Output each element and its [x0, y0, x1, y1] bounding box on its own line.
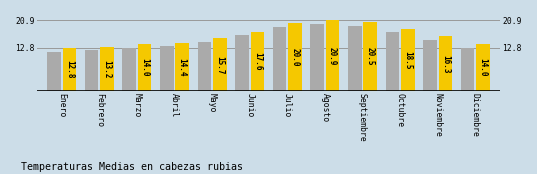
Bar [476, 44, 490, 92]
Text: 17.6: 17.6 [253, 52, 262, 71]
Bar [122, 48, 136, 92]
Bar [85, 50, 98, 92]
Bar [198, 42, 211, 92]
Text: 14.0: 14.0 [140, 58, 149, 77]
Text: 16.3: 16.3 [441, 54, 450, 73]
Text: 12.8: 12.8 [65, 60, 74, 79]
Bar [63, 48, 76, 92]
Bar [364, 22, 377, 92]
Bar [47, 52, 61, 92]
Text: 20.0: 20.0 [291, 48, 300, 67]
Text: 14.4: 14.4 [178, 58, 187, 76]
Bar [288, 23, 302, 92]
Bar [100, 47, 114, 92]
Bar [310, 24, 324, 92]
Bar [439, 36, 452, 92]
Bar [235, 35, 249, 92]
Bar [348, 26, 361, 92]
Text: 15.7: 15.7 [215, 56, 224, 74]
Bar [251, 32, 264, 92]
Bar [273, 27, 286, 92]
Bar [176, 42, 189, 92]
Bar [326, 20, 339, 92]
Text: Temperaturas Medias en cabezas rubias: Temperaturas Medias en cabezas rubias [21, 162, 243, 172]
Bar [160, 46, 173, 92]
Bar [423, 40, 437, 92]
Bar [138, 44, 151, 92]
Text: 18.5: 18.5 [403, 51, 412, 69]
Bar [386, 32, 399, 92]
Text: 20.5: 20.5 [366, 47, 375, 66]
Text: 20.9: 20.9 [328, 47, 337, 65]
Text: 14.0: 14.0 [478, 58, 488, 77]
Bar [461, 48, 474, 92]
Text: 13.2: 13.2 [103, 60, 112, 78]
Bar [401, 29, 415, 92]
Bar [213, 38, 227, 92]
